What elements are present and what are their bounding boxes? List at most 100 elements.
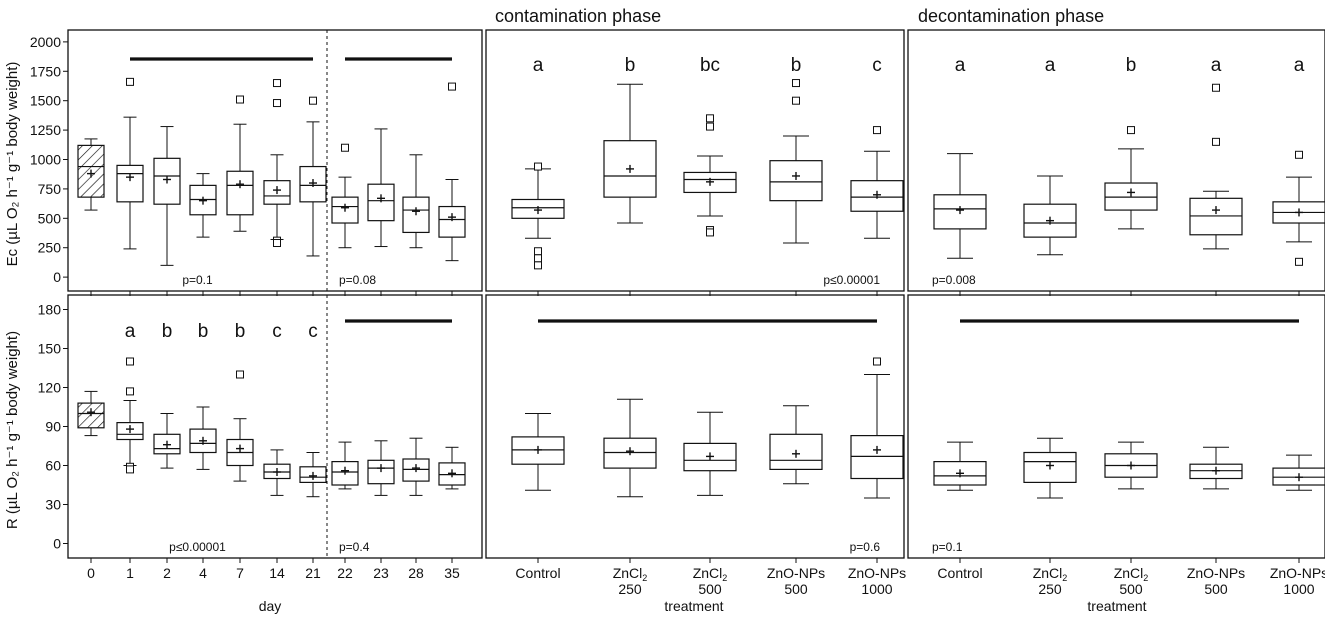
x-axis-label-day: day: [259, 598, 282, 614]
box-2: [683, 114, 737, 237]
box-3: [1189, 83, 1243, 250]
outlier-point: [448, 82, 456, 91]
outlier-point: [1295, 257, 1303, 266]
x-tick-label: 500: [1119, 581, 1143, 597]
x-tick-label: 500: [1204, 581, 1228, 597]
group-letter: bc: [700, 55, 720, 76]
y-tick-label: 60: [45, 458, 61, 474]
x-tick-label: 1: [126, 565, 134, 581]
outlier-point: [534, 162, 542, 171]
x-tick-label: ZnCl2: [693, 565, 728, 583]
outlier-point: [309, 96, 317, 105]
outlier-point: [126, 77, 134, 86]
box-3: [769, 79, 823, 244]
box-4: [226, 95, 254, 232]
box-3: [1189, 446, 1243, 490]
outlier-point: [126, 387, 134, 396]
outlier-point: [126, 357, 134, 366]
p-value-label: p≤0.00001: [823, 273, 880, 287]
box-iqr: [367, 183, 395, 222]
box-iqr: [438, 205, 466, 238]
outlier-point: [1212, 83, 1220, 92]
x-tick-label: 500: [698, 581, 722, 597]
box-iqr: [769, 160, 823, 202]
panel-top-left: 0250500750100012501500175020000124714212…: [30, 29, 483, 296]
outlier-point: [534, 247, 542, 256]
panel-bottom-right: Control ZnCl2250ZnCl2500ZnO-NPs500ZnO-NPs…: [907, 294, 1325, 597]
panel-top-right: ControlZnCl2250ZnCl2500ZnO-NPs500ZnO-NPs…: [907, 29, 1325, 296]
y-tick-label: 0: [53, 269, 61, 285]
box-5: [263, 79, 291, 248]
p-value-label: p≤0.00001: [169, 540, 226, 554]
phase-title-contamination: contamination phase: [495, 6, 661, 26]
x-tick-label: 21: [305, 565, 321, 581]
y-tick-label: 90: [45, 419, 61, 435]
x-tick-label: 2: [163, 565, 171, 581]
x-tick-label: ZnCl2: [1033, 565, 1068, 583]
group-letter: a: [955, 55, 966, 76]
phase-title-decontamination: decontamination phase: [918, 6, 1104, 26]
outlier-point: [236, 95, 244, 104]
x-tick-label: Control: [937, 565, 982, 581]
x-tick-label: 250: [618, 581, 642, 597]
box-0: [511, 162, 565, 270]
p-value-label: p=0.6: [850, 540, 881, 554]
group-letter: c: [872, 55, 882, 76]
box-1: [603, 398, 657, 498]
box-iqr: [226, 170, 254, 216]
box-10: [438, 82, 466, 262]
x-tick-label: ZnO-NPs: [1187, 565, 1245, 581]
x-tick-label: 250: [1038, 581, 1062, 597]
outlier-point: [534, 254, 542, 263]
x-tick-label: 28: [408, 565, 424, 581]
box-2: [153, 413, 181, 469]
group-letter: a: [1211, 55, 1222, 76]
group-letter: b: [791, 55, 802, 76]
panel-bottom-left: 0 30 60 90 120 150 180 0 1 2 4 7 14 21 22 23 28 35 a b b b c c p…: [38, 294, 483, 581]
box-7: [331, 143, 359, 249]
box-8: [367, 128, 395, 248]
group-letter: b: [1126, 55, 1137, 76]
y-tick-label: 150: [38, 341, 62, 357]
x-tick-label: 500: [784, 581, 808, 597]
box-0: [511, 413, 565, 491]
box-3: [189, 406, 217, 470]
x-tick-label: Control: [515, 565, 560, 581]
box-2: [153, 126, 181, 266]
p-value-label: p=0.1: [182, 273, 213, 287]
group-letter: a: [125, 321, 136, 342]
x-tick-label: ZnO-NPs: [767, 565, 825, 581]
y-tick-label: 2000: [30, 34, 61, 50]
y-tick-label: 250: [38, 240, 62, 256]
outlier-point: [792, 79, 800, 88]
box-0: [77, 390, 105, 437]
box-1: [1023, 175, 1077, 256]
box-4: [850, 126, 904, 239]
x-tick-label: 4: [199, 565, 207, 581]
box-9: [402, 154, 430, 249]
panel-frame: [67, 29, 483, 292]
x-axis-label-treatment-right: treatment: [1087, 598, 1146, 614]
box-6: [299, 452, 327, 498]
box-5: [263, 449, 291, 496]
x-tick-label: 35: [444, 565, 460, 581]
box-4: [1272, 454, 1325, 491]
panel-frame: [485, 29, 905, 292]
box-3: [189, 173, 217, 238]
box-2: [1104, 441, 1158, 490]
box-4: [850, 357, 904, 499]
outlier-point: [534, 261, 542, 270]
x-tick-label: 23: [373, 565, 389, 581]
x-axis-label-treatment-middle: treatment: [664, 598, 723, 614]
outlier-point: [1127, 126, 1135, 135]
y-tick-label: 1000: [30, 152, 61, 168]
box-2: [1104, 126, 1158, 230]
outlier-point: [873, 126, 881, 135]
p-value-label: p=0.08: [339, 273, 376, 287]
box-iqr: [850, 435, 904, 480]
group-letter: c: [272, 321, 282, 342]
box-iqr: [116, 164, 144, 203]
group-letter: b: [162, 321, 173, 342]
x-tick-label: 1000: [1283, 581, 1314, 597]
